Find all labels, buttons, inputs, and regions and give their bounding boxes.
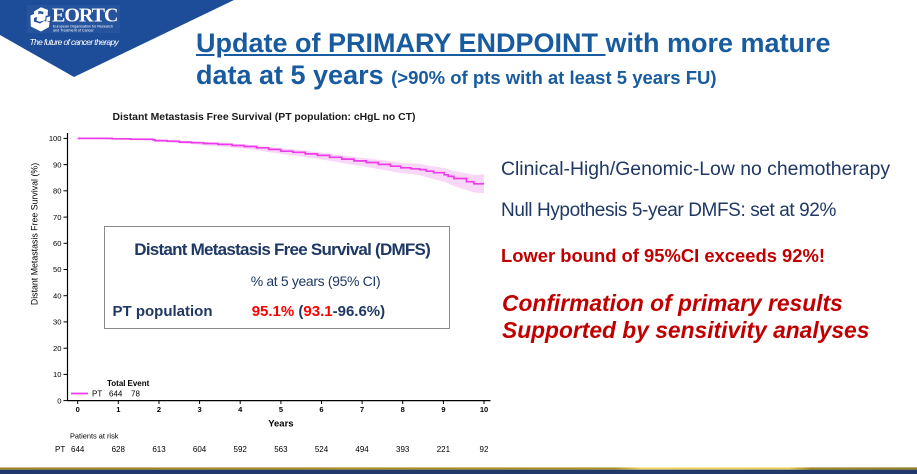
svg-text:644: 644 [109,390,123,399]
svg-text:494: 494 [355,445,369,454]
svg-text:4: 4 [238,405,243,414]
svg-text:20: 20 [53,344,61,353]
svg-text:10: 10 [480,405,488,414]
svg-text:10: 10 [53,370,61,379]
svg-text:0: 0 [57,396,61,405]
svg-text:6: 6 [319,405,323,414]
svg-text:70: 70 [53,213,61,222]
svg-text:644: 644 [71,445,85,454]
svg-text:Distant Metastasis Free Surviv: Distant Metastasis Free Survival (PT pop… [113,112,416,123]
svg-text:604: 604 [193,445,207,454]
svg-text:and Treatment of Cancer: and Treatment of Cancer [53,28,95,32]
svg-text:524: 524 [315,445,329,454]
svg-text:563: 563 [274,445,288,454]
svg-text:8: 8 [401,405,405,414]
svg-text:7: 7 [360,405,364,414]
svg-text:Patients at risk: Patients at risk [70,432,119,441]
svg-text:50: 50 [53,265,61,274]
svg-text:The future of cancer therapy: The future of cancer therapy [30,37,120,47]
svg-text:92: 92 [480,445,489,454]
svg-text:PT: PT [92,390,102,399]
svg-text:5: 5 [279,405,283,414]
svg-text:PT: PT [55,445,65,454]
svg-text:30: 30 [53,318,61,327]
svg-text:3: 3 [198,405,202,414]
svg-text:Years: Years [268,419,293,430]
svg-text:2: 2 [157,405,161,414]
svg-text:60: 60 [53,239,61,248]
svg-text:Event: Event [128,379,150,388]
svg-text:80: 80 [53,187,61,196]
svg-text:40: 40 [53,291,61,300]
svg-text:1: 1 [116,405,120,414]
svg-text:0: 0 [76,405,80,414]
svg-text:592: 592 [234,445,248,454]
svg-text:221: 221 [437,445,451,454]
svg-text:EORTC: EORTC [52,5,117,27]
svg-text:393: 393 [396,445,410,454]
svg-text:European Organisation for Rese: European Organisation for Research [53,24,113,28]
svg-text:Total: Total [107,379,126,388]
svg-text:100: 100 [49,134,62,143]
svg-text:613: 613 [152,445,166,454]
svg-text:Distant Metastasis Free Surviv: Distant Metastasis Free Survival (%) [30,163,40,305]
svg-text:9: 9 [441,405,445,414]
svg-text:628: 628 [112,445,126,454]
svg-text:90: 90 [53,160,61,169]
svg-text:78: 78 [131,390,140,399]
